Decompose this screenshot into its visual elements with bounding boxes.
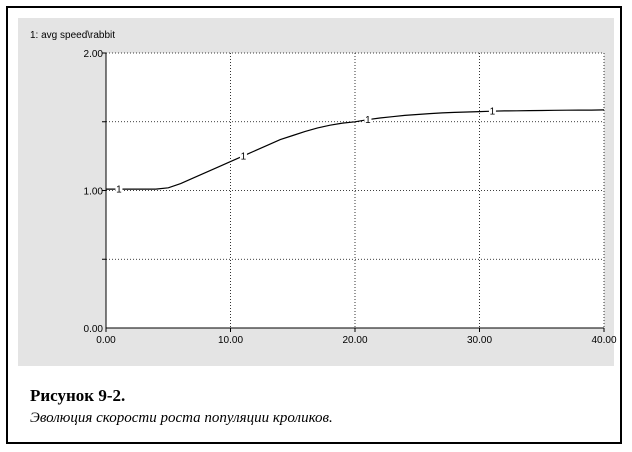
y-tick-label: 0.00 xyxy=(84,324,104,335)
caption-title: Рисунок 9-2. xyxy=(30,386,126,405)
y-tick-label: 1.00 xyxy=(84,187,104,198)
x-tick-label: 30.00 xyxy=(467,335,492,346)
series-layer: 1 1 1 1 xyxy=(106,105,605,196)
caption-text: Эволюция скорости роста популяции кролик… xyxy=(30,410,333,426)
y-tick-label: 2.00 xyxy=(84,49,104,60)
series-marker: 1 xyxy=(116,185,122,196)
series-marker-bg xyxy=(115,183,123,195)
series-marker: 1 xyxy=(490,107,496,118)
grid-layer xyxy=(106,52,605,328)
series-marker: 1 xyxy=(365,115,371,126)
series-marker-bg xyxy=(488,105,496,117)
series-header: 1: avg speed\rabbit xyxy=(30,30,115,41)
x-tick-label: 20.00 xyxy=(342,335,367,346)
series-marker-bg xyxy=(239,150,247,162)
x-tick-label: 10.00 xyxy=(218,335,243,346)
axis-layer: 0.00 1.00 2.00 0.00 10.00 20.00 30.00 40.00 xyxy=(84,49,617,346)
series-line xyxy=(106,109,605,190)
series-marker-bg xyxy=(364,113,372,125)
figure-caption: Рисунок 9-2. Эволюция скорости роста поп… xyxy=(30,386,620,428)
x-tick-label: 0.00 xyxy=(96,335,116,346)
x-tick-label: 40.00 xyxy=(591,335,616,346)
series-marker: 1 xyxy=(241,152,247,163)
